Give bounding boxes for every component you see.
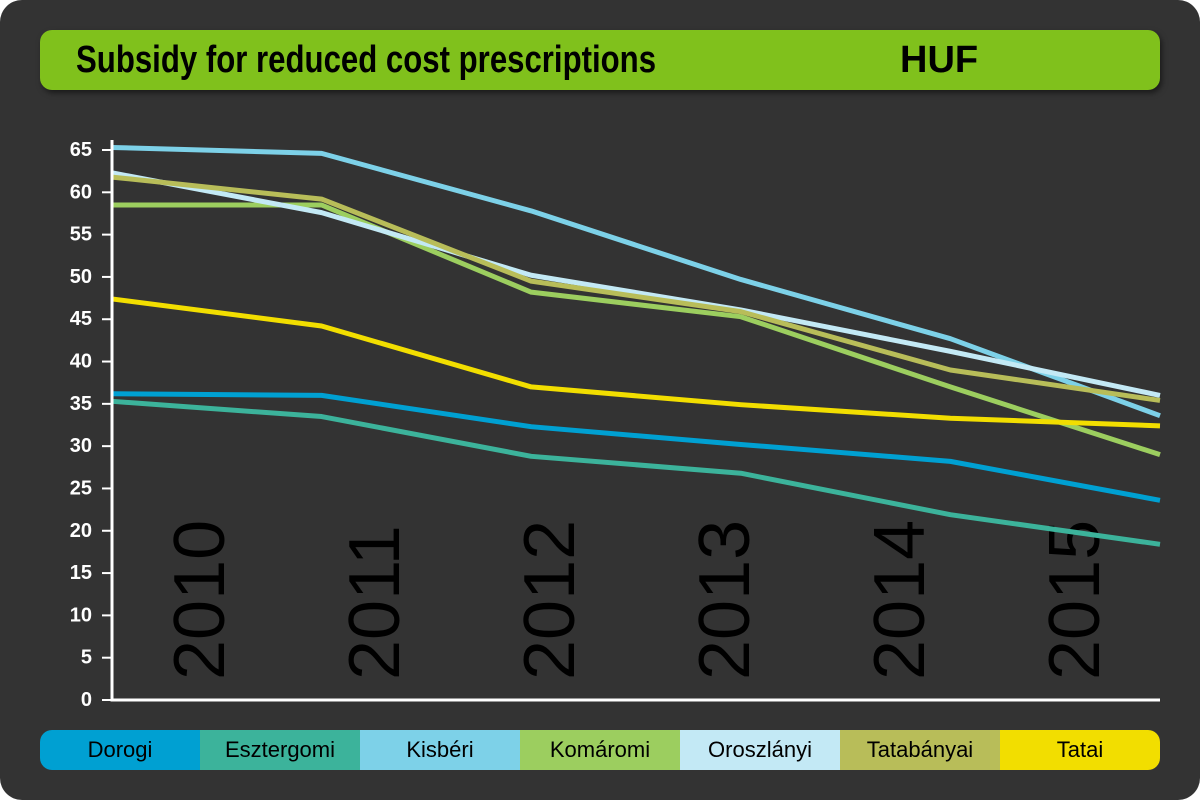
legend-item-kisbéri: Kisbéri: [360, 730, 520, 770]
y-tick-label: 15: [70, 562, 92, 584]
title-bar: Subsidy for reduced cost prescriptions H…: [40, 30, 1160, 90]
series-line-tatabányai: [111, 174, 1161, 403]
series-line-komáromi: [112, 202, 1161, 457]
chart-title: Subsidy for reduced cost prescriptions: [76, 39, 657, 81]
y-tick-label: 55: [70, 224, 92, 246]
legend-item-oroszlányi: Oroszlányi: [680, 730, 840, 770]
series-line-dorogi: [111, 391, 1161, 503]
y-tick-label: 25: [70, 477, 92, 499]
x-tick-label: 2015: [1035, 520, 1115, 680]
unit-label: HUF: [900, 39, 979, 81]
legend: Dorogi Esztergomi Kisbéri Komáromi Oroszlány…: [40, 730, 1160, 770]
y-tick-label: 65: [70, 139, 92, 161]
y-tick-label: 5: [81, 647, 92, 669]
legend-item-komáromi: Komáromi: [520, 730, 680, 770]
y-tick-label: 0: [81, 689, 92, 711]
x-tick-label: 2011: [335, 525, 415, 680]
series-line-oroszlányi: [111, 170, 1161, 398]
x-tick-label: 2010: [160, 520, 240, 680]
series-line-kisbéri: [111, 144, 1161, 419]
series-line-esztergomi: [111, 398, 1161, 547]
legend-item-tatai: Tatai: [1000, 730, 1160, 770]
legend-item-tatabányai: Tatabányai: [840, 730, 1000, 770]
x-tick-label: 2013: [685, 520, 765, 680]
y-tick-label: 20: [70, 520, 92, 542]
x-tick-label: 2012: [510, 520, 590, 680]
legend-item-esztergomi: Esztergomi: [200, 730, 360, 770]
y-tick-label: 60: [70, 181, 92, 203]
y-tick-label: 45: [70, 308, 92, 330]
legend-item-dorogi: Dorogi: [40, 730, 200, 770]
series-line-tatai: [111, 296, 1161, 429]
y-tick-label: 40: [70, 351, 92, 373]
y-tick-label: 50: [70, 266, 92, 288]
x-tick-label: 2014: [860, 520, 940, 680]
y-tick-label: 30: [70, 435, 92, 457]
y-tick-label: 35: [70, 393, 92, 415]
y-tick-label: 10: [70, 604, 92, 626]
